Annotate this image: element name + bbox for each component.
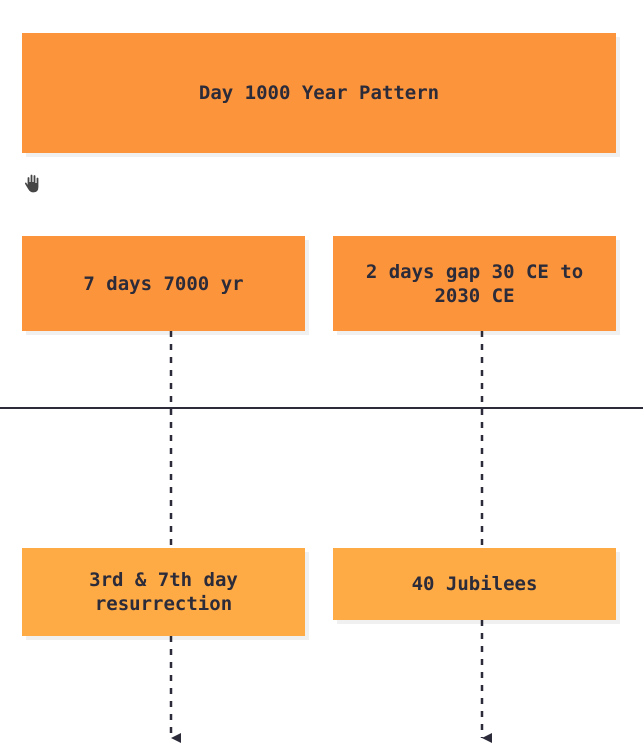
node-2-days-gap-label: 2 days gap 30 CE to 2030 CE — [365, 260, 584, 307]
node-7-days-label: 7 days 7000 yr — [83, 272, 244, 295]
title-node-label: Day 1000 Year Pattern — [198, 82, 440, 104]
title-node[interactable]: Day 1000 Year Pattern — [22, 33, 616, 153]
node-7-days[interactable]: 7 days 7000 yr — [22, 236, 305, 331]
node-2-days-gap[interactable]: 2 days gap 30 CE to 2030 CE — [333, 236, 616, 331]
node-jubilees-label: 40 Jubilees — [411, 573, 538, 595]
node-resurrection[interactable]: 3rd & 7th day resurrection — [22, 548, 305, 636]
node-jubilees[interactable]: 40 Jubilees — [333, 548, 616, 620]
hand-grab-icon[interactable] — [22, 172, 44, 196]
node-resurrection-label: 3rd & 7th day resurrection — [89, 569, 238, 615]
